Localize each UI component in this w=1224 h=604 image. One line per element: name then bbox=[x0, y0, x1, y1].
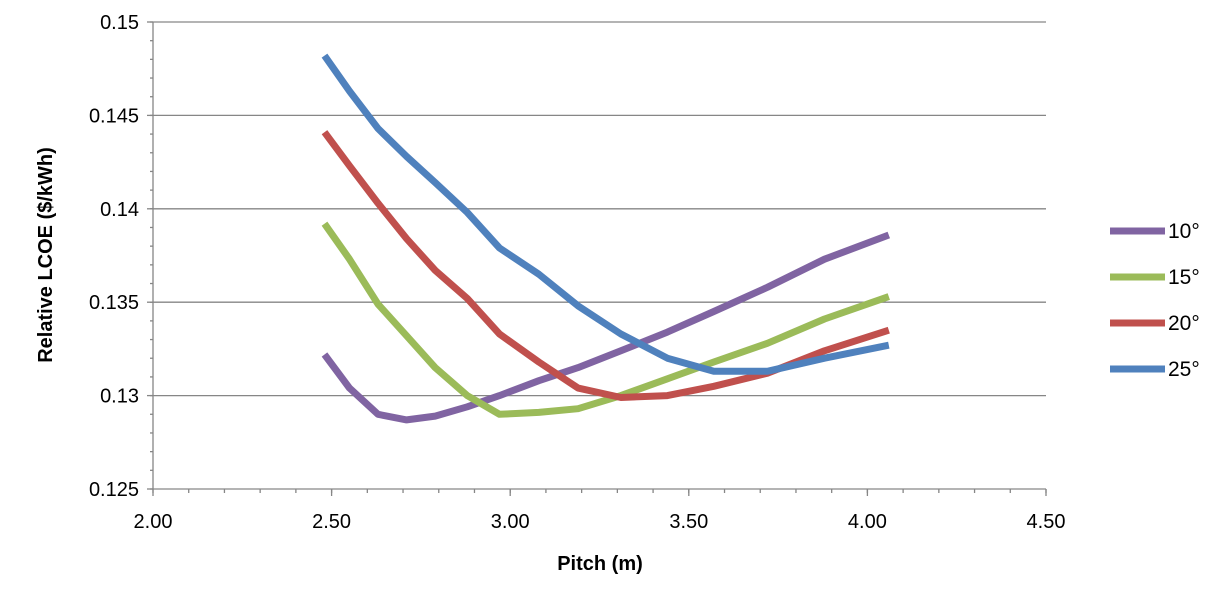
legend-label: 25° bbox=[1168, 358, 1200, 381]
x-tick-label: 2.00 bbox=[134, 511, 173, 533]
series-line-10deg bbox=[321, 231, 891, 424]
y-tick-label: 0.135 bbox=[89, 292, 139, 314]
legend-label: 15° bbox=[1168, 266, 1200, 289]
x-tick-label: 4.00 bbox=[848, 511, 887, 533]
legend: 10° 15° 20° 25° bbox=[1110, 220, 1200, 381]
series-lines bbox=[321, 53, 891, 424]
legend-item: 15° bbox=[1110, 266, 1200, 289]
legend-label: 10° bbox=[1168, 220, 1200, 243]
x-axis-title: Pitch (m) bbox=[557, 553, 643, 575]
axes bbox=[147, 21, 1047, 496]
x-tick-label: 4.50 bbox=[1027, 511, 1066, 533]
tick-labels: 0.125 0.13 0.135 0.14 0.145 0.15 2.00 2.50 3.00 3… bbox=[89, 12, 1066, 533]
series-line-15deg bbox=[321, 221, 890, 418]
series-line-20deg bbox=[321, 130, 890, 401]
x-tick-label: 2.50 bbox=[312, 511, 351, 533]
gridlines bbox=[153, 21, 1046, 397]
series-line-25deg bbox=[321, 53, 890, 375]
legend-label: 20° bbox=[1168, 312, 1200, 335]
x-tick-label: 3.50 bbox=[669, 511, 708, 533]
y-axis-title: Relative LCOE ($/kWh) bbox=[35, 147, 57, 363]
y-tick-label: 0.13 bbox=[100, 386, 139, 408]
x-tick-label: 3.00 bbox=[491, 511, 530, 533]
y-tick-label: 0.14 bbox=[100, 199, 139, 221]
legend-item: 25° bbox=[1110, 358, 1200, 381]
legend-item: 20° bbox=[1110, 312, 1200, 335]
y-tick-label: 0.15 bbox=[100, 12, 139, 34]
legend-item: 10° bbox=[1110, 220, 1200, 243]
y-tick-label: 0.125 bbox=[89, 479, 139, 501]
y-tick-label: 0.145 bbox=[89, 105, 139, 127]
